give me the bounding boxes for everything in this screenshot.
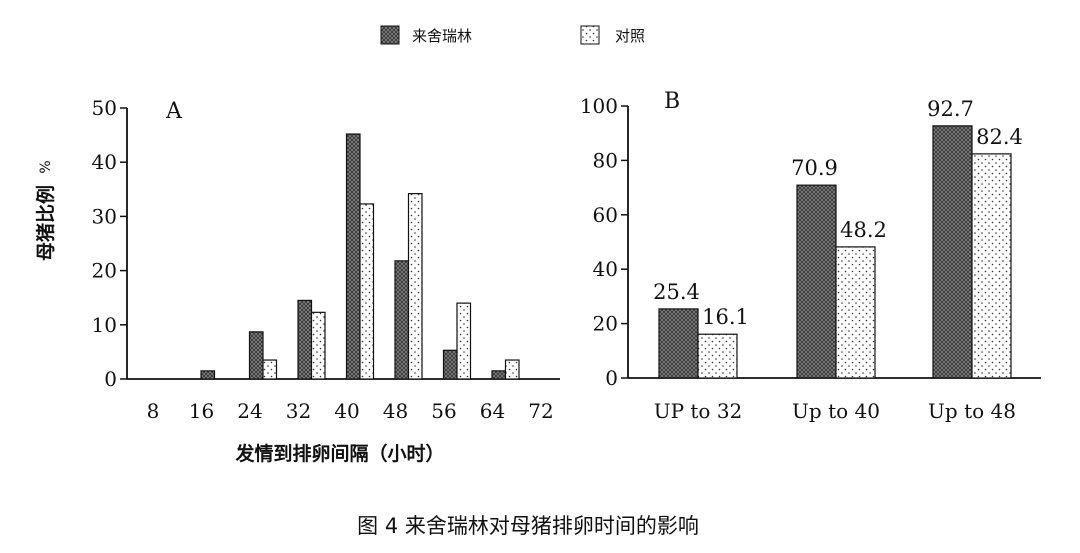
- panel-b-data-label-control: 82.4: [976, 125, 1023, 149]
- panel-b-bar-treatment: [658, 308, 699, 379]
- panel-b-y-tick-label: 100: [580, 94, 618, 118]
- panel-a-bar-treatment: [394, 260, 410, 380]
- panel-a: A 0 10 20 30 40 50 8 16 24 32 40 48 56 64 72: [92, 96, 560, 423]
- panel-a-bar-treatment: [200, 370, 216, 380]
- panel-a-y-tick-label: 50: [92, 96, 117, 120]
- panel-b-y-tick-label: 40: [593, 257, 618, 281]
- panel-b-y-tick-label: 80: [593, 148, 618, 172]
- panel-a-y-tick-label: 0: [104, 367, 117, 391]
- panel-b-data-label-control: 48.2: [840, 218, 887, 242]
- panel-a-bar-control: [359, 203, 375, 380]
- panel-b-data-label-treatment: 70.9: [791, 156, 838, 180]
- panel-a-x-tick-label: 48: [383, 399, 408, 423]
- panel-a-x-tick-label: 24: [237, 399, 262, 423]
- y-axis-unit: %: [38, 160, 54, 173]
- panel-a-x-tick-label: 8: [147, 399, 160, 423]
- panel-a-x-tick-label: 32: [286, 399, 311, 423]
- panel-a-y-tick-label: 20: [92, 259, 117, 283]
- panel-a-bar-treatment: [442, 349, 458, 380]
- panel-a-y-tick-label: 10: [92, 313, 117, 337]
- panel-b-data-label-treatment: 92.7: [927, 97, 974, 121]
- panel-a-bar-treatment: [248, 331, 264, 380]
- panel-a-bar-treatment: [491, 370, 507, 380]
- x-axis-title: 发情到排卵间隔（小时）: [234, 442, 444, 465]
- panel-b-data-label-control: 16.1: [702, 305, 749, 329]
- legend-label-treatment: 来舍瑞林: [412, 27, 472, 45]
- panel-a-label: A: [165, 99, 183, 124]
- legend-label-control: 对照: [615, 27, 645, 45]
- panel-a-y-tick-label: 30: [92, 204, 117, 228]
- panel-a-bar-control: [504, 359, 520, 380]
- panel-b-bar-control: [697, 333, 738, 379]
- panel-a-bar-treatment: [345, 133, 361, 380]
- panel-b-y-tick-label: 0: [605, 366, 618, 390]
- panel-a-bar-treatment: [297, 299, 313, 380]
- panel-a-x-tick-label: 16: [189, 399, 214, 423]
- panel-a-y-tick-label: 40: [92, 150, 117, 174]
- panel-b: B 0 20 40 60 80 100 UP to 32 Up to 40 Up to 48 25…: [580, 89, 1041, 423]
- y-axis-title: 母猪比例: [34, 185, 57, 261]
- legend-swatch-control: [580, 25, 600, 45]
- panel-b-y-tick-label: 60: [593, 203, 618, 227]
- panel-b-label: B: [664, 89, 680, 114]
- panel-a-bar-control: [262, 359, 278, 380]
- panel-a-x-tick-label: 56: [431, 399, 456, 423]
- figure-caption: 图 4 来舍瑞林对母猪排卵时间的影响: [357, 514, 699, 538]
- panel-b-x-tick-label: Up to 40: [792, 399, 880, 423]
- panel-b-x-tick-label: Up to 48: [928, 399, 1016, 423]
- panel-b-bar-control: [971, 153, 1012, 379]
- panel-b-y-tick-label: 20: [593, 312, 618, 336]
- panel-a-bar-control: [407, 193, 423, 380]
- panel-b-bar-control: [835, 246, 876, 379]
- panel-a-x-tick-label: 40: [334, 399, 359, 423]
- panel-b-bar-treatment: [796, 184, 837, 379]
- legend: 来舍瑞林 对照: [380, 25, 645, 45]
- legend-swatch-treatment: [380, 25, 400, 45]
- panel-a-x-tick-label: 72: [528, 399, 553, 423]
- panel-a-x-tick-label: 64: [480, 399, 505, 423]
- panel-b-x-tick-label: UP to 32: [654, 399, 743, 423]
- panel-a-bar-control: [310, 311, 326, 380]
- panel-b-bar-treatment: [932, 125, 973, 379]
- panel-b-data-label-treatment: 25.4: [653, 280, 700, 304]
- panel-a-bar-control: [456, 302, 472, 380]
